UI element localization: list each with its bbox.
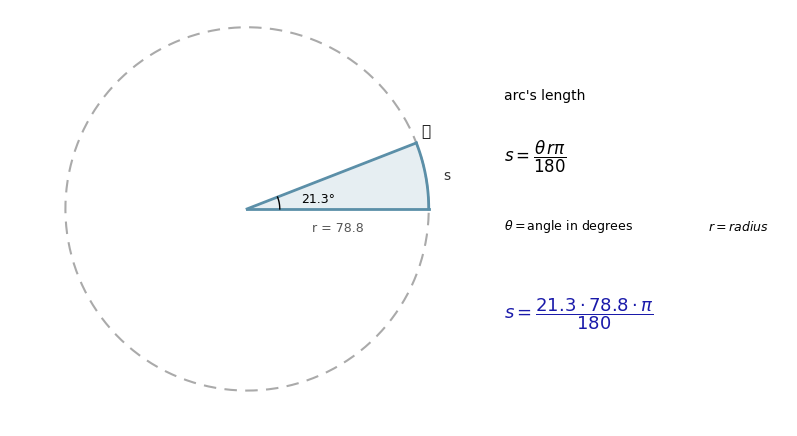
Text: 🚂: 🚂 xyxy=(421,125,430,140)
Text: $r=radius$: $r=radius$ xyxy=(708,220,768,234)
Polygon shape xyxy=(247,143,429,209)
Text: $s=\dfrac{\theta\, r\pi}{180}$: $s=\dfrac{\theta\, r\pi}{180}$ xyxy=(504,139,567,175)
Text: s: s xyxy=(443,169,450,183)
Text: 21.3°: 21.3° xyxy=(300,193,335,206)
Text: arc's length: arc's length xyxy=(504,89,585,103)
Text: $\theta=$angle in degrees: $\theta=$angle in degrees xyxy=(504,218,633,235)
Text: r = 78.8: r = 78.8 xyxy=(312,221,363,235)
Text: $s=\dfrac{21.3\cdot78.8\cdot\pi}{180}$: $s=\dfrac{21.3\cdot78.8\cdot\pi}{180}$ xyxy=(504,296,654,332)
